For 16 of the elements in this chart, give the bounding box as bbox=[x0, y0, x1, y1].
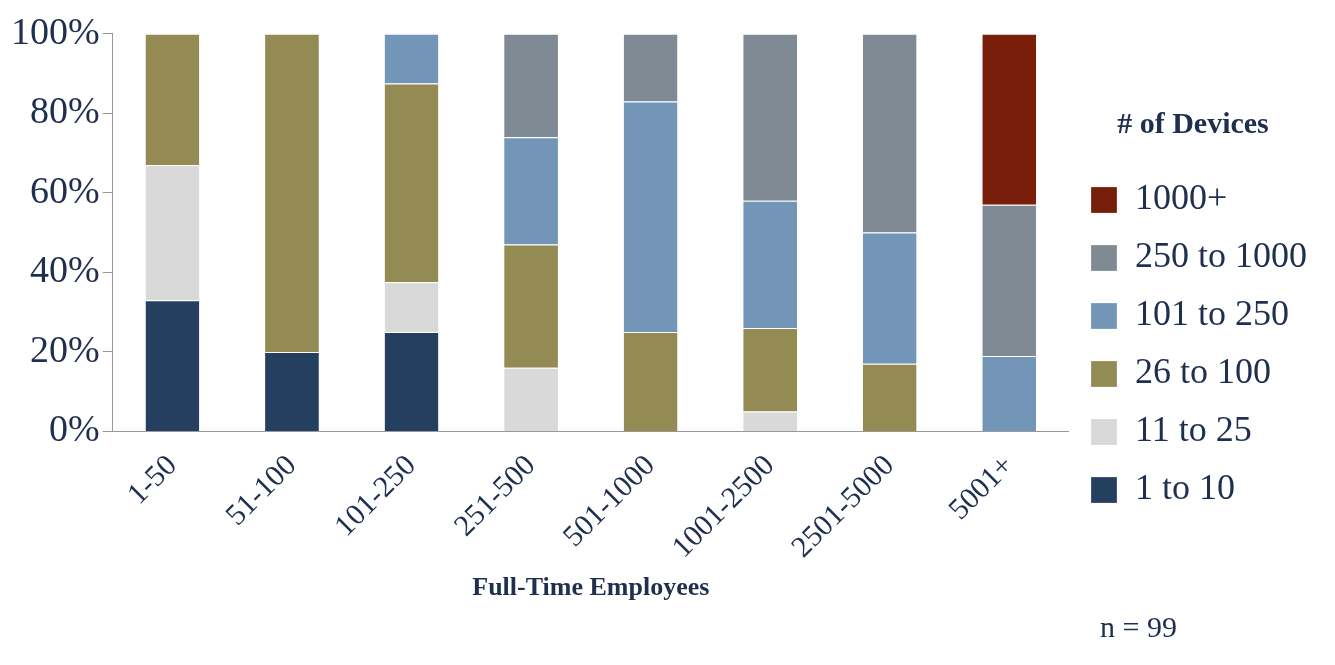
legend-label: 1 to 10 bbox=[1135, 467, 1236, 508]
legend-label: 1000+ bbox=[1135, 177, 1228, 218]
legend-label: 11 to 25 bbox=[1135, 409, 1252, 450]
legend-label: 250 to 1000 bbox=[1135, 235, 1308, 276]
legend-title: # of Devices bbox=[1117, 105, 1269, 139]
text: n = 99 bbox=[1100, 610, 1177, 644]
x-tick-label: 1-50 bbox=[120, 447, 183, 510]
legend-label: 26 to 100 bbox=[1135, 351, 1272, 392]
y-tick-label: 60% bbox=[30, 168, 100, 211]
y-tick-label: 20% bbox=[30, 327, 100, 370]
y-tick-label: 40% bbox=[30, 248, 100, 291]
y-tick-label: 0% bbox=[49, 407, 100, 450]
y-tick-label: 80% bbox=[30, 89, 100, 132]
y-tick-label: 100% bbox=[11, 9, 100, 52]
x-axis-title: Full-Time Employees bbox=[472, 572, 710, 602]
legend-label: 101 to 250 bbox=[1135, 293, 1290, 334]
